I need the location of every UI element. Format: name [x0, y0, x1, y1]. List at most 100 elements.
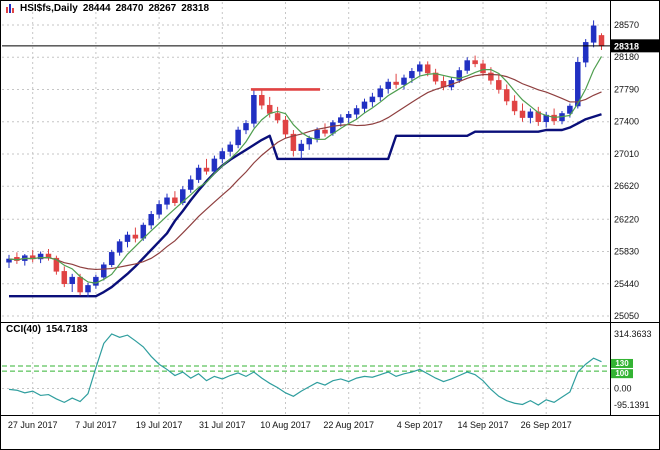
svg-text:28318: 28318 [614, 41, 639, 51]
candle [472, 55, 478, 68]
svg-text:27790: 27790 [614, 84, 639, 94]
current-price-badge: 28318 [611, 39, 659, 53]
svg-text:314.3633: 314.3633 [614, 329, 652, 339]
cci-level-badge: 100 [611, 369, 633, 379]
high-value: 28470 [115, 3, 144, 14]
candle [361, 98, 368, 113]
candle [227, 141, 233, 157]
svg-text:22 Aug 2017: 22 Aug 2017 [323, 420, 374, 430]
cci-indicator-label: CCI(40) 154.7183 [6, 324, 88, 335]
svg-text:27 Jun 2017: 27 Jun 2017 [8, 420, 58, 430]
candle [101, 262, 107, 281]
candle [235, 126, 241, 149]
candle [53, 255, 60, 275]
candle [306, 135, 312, 150]
svg-text:28570: 28570 [614, 20, 639, 30]
low-value: 28267 [148, 3, 177, 14]
candle [259, 89, 265, 110]
candle [195, 164, 202, 183]
svg-text:27400: 27400 [614, 117, 639, 127]
candle [590, 20, 597, 48]
candle [298, 139, 305, 159]
candle [69, 273, 75, 293]
symbol-timeframe-label: HSI$fs,Daily [20, 3, 78, 14]
time-axis[interactable]: 27 Jun 2017 7 Jul 2017 19 Jul 2017 31 Jul 2… [8, 420, 572, 430]
svg-text:26620: 26620 [614, 181, 639, 191]
candle [108, 249, 115, 268]
svg-text:25440: 25440 [614, 279, 639, 289]
svg-text:7 Jul 2017: 7 Jul 2017 [75, 420, 117, 430]
chart-icon [6, 4, 14, 13]
ma-fast-line [8, 56, 603, 284]
candle [211, 155, 218, 174]
candle [393, 73, 399, 89]
candle [511, 95, 518, 116]
candle [535, 106, 542, 126]
candle [456, 67, 463, 83]
candle [377, 85, 384, 102]
svg-text:130: 130 [615, 359, 629, 368]
candle [480, 59, 486, 77]
svg-text:25830: 25830 [614, 247, 639, 257]
candle [353, 105, 360, 120]
candle [156, 200, 162, 219]
svg-text:26 Sep 2017: 26 Sep 2017 [521, 420, 572, 430]
svg-text:25050: 25050 [614, 311, 639, 321]
candle [282, 115, 289, 139]
svg-text:28180: 28180 [614, 52, 639, 62]
candle [243, 120, 249, 135]
candle [496, 75, 502, 94]
candle [251, 89, 257, 128]
cci-name: CCI(40) [6, 324, 42, 335]
candle [148, 211, 154, 230]
price-axis[interactable]: 28570 28180 27790 27400 27010 26620 26220 25830… [614, 20, 639, 321]
support-step-line [9, 113, 602, 298]
cci-level-badge: 130 [611, 358, 633, 368]
candle [124, 231, 131, 248]
svg-text:0.00: 0.00 [614, 384, 632, 394]
candle [338, 114, 344, 127]
candle [417, 61, 423, 77]
candle [164, 193, 170, 210]
candle [219, 148, 226, 164]
open-value: 28444 [82, 3, 111, 14]
candle [401, 74, 407, 90]
candle [187, 175, 194, 193]
svg-text:19 Jul 2017: 19 Jul 2017 [136, 420, 183, 430]
candle [575, 57, 581, 109]
candle [290, 129, 297, 157]
ma-mid-line [8, 73, 602, 271]
svg-text:4 Sep 2017: 4 Sep 2017 [397, 420, 443, 430]
price-gridlines [2, 24, 609, 317]
svg-text:100: 100 [615, 369, 629, 378]
cci-line [8, 333, 602, 406]
candle [527, 108, 534, 124]
svg-text:-95.1391: -95.1391 [614, 400, 650, 410]
candle [132, 227, 139, 243]
candle [369, 92, 376, 107]
candle [203, 158, 210, 175]
svg-text:31 Jul 2017: 31 Jul 2017 [199, 420, 246, 430]
candle [385, 78, 391, 94]
svg-text:27010: 27010 [614, 149, 639, 159]
cci-value: 154.7183 [46, 324, 88, 335]
candle [172, 191, 178, 207]
candle [322, 123, 328, 137]
cci-level-lines [2, 365, 609, 372]
candle [274, 106, 281, 124]
svg-text:10 Aug 2017: 10 Aug 2017 [260, 420, 311, 430]
candle [85, 282, 91, 297]
candle [116, 239, 123, 256]
candle [519, 103, 526, 122]
ohlc-header: HSI$fs,Daily 28444 28470 28267 28318 [6, 3, 209, 14]
candle [464, 57, 470, 74]
candle [432, 68, 439, 85]
svg-text:14 Sep 2017: 14 Sep 2017 [457, 420, 508, 430]
candle [503, 84, 510, 106]
svg-text:26220: 26220 [614, 214, 639, 224]
candle [582, 39, 589, 68]
candle [61, 266, 68, 288]
